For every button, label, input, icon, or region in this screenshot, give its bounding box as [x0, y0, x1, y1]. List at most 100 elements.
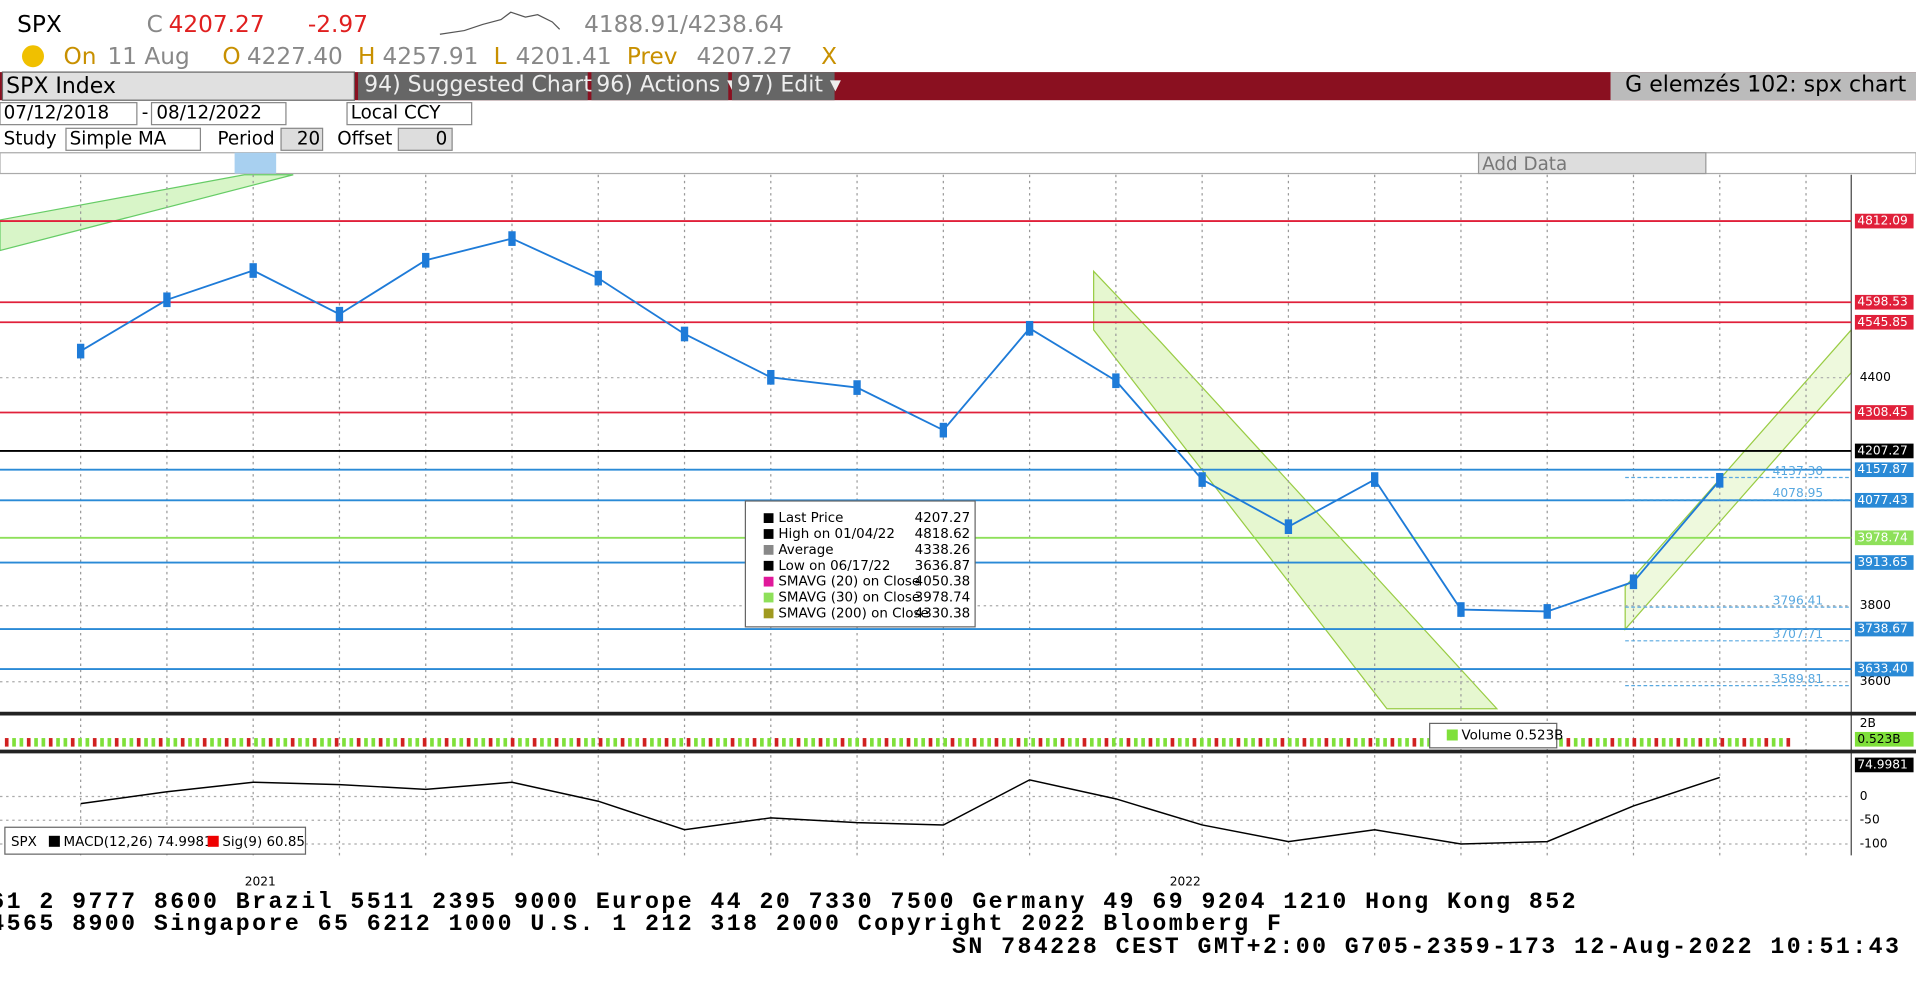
volume-bar — [305, 738, 310, 747]
volume-bar — [312, 738, 317, 747]
macd-line — [80, 776, 1720, 845]
level-box — [1854, 213, 1914, 229]
dropdown[interactable] — [346, 102, 473, 126]
volume-bar — [136, 738, 141, 747]
menu-label: 96) Actions ▾ — [596, 73, 738, 98]
level-label: 4077.43 — [1857, 493, 1907, 507]
volume-bar — [1324, 738, 1329, 747]
security-box[interactable] — [1, 71, 355, 101]
volume-bar — [1280, 738, 1285, 747]
add-data[interactable] — [1477, 152, 1707, 175]
y-tick-label: 4400 — [1860, 370, 1891, 384]
volume-bar — [488, 738, 493, 747]
volume-bar — [202, 738, 207, 747]
volume-bar — [1713, 738, 1717, 747]
x-axis — [0, 861, 1916, 877]
close-button[interactable]: X — [821, 43, 837, 70]
volume-bar — [1097, 738, 1101, 747]
volume-bar — [1786, 738, 1791, 747]
volume-bar — [1639, 738, 1644, 747]
swatch — [48, 835, 60, 847]
level-label: 3913.65 — [1857, 555, 1907, 569]
volume-bar — [848, 738, 852, 747]
volume-bar — [1779, 738, 1783, 747]
dropdown[interactable] — [65, 127, 202, 151]
volume-bar — [78, 738, 82, 747]
volume-bar — [928, 738, 933, 747]
volume-bar — [972, 738, 977, 747]
legend-value: 4207.27 — [915, 511, 971, 526]
volume-bar — [796, 738, 801, 747]
volume-bar — [767, 738, 772, 747]
level-label: 3738.67 — [1857, 622, 1907, 636]
volume-bar — [884, 738, 889, 747]
y-tick-label: 3600 — [1860, 674, 1891, 688]
volume-bar — [70, 738, 75, 747]
volume-bar — [1661, 738, 1666, 747]
volume-bar — [1735, 738, 1739, 747]
level-label: 4157.87 — [1857, 462, 1907, 476]
volume-bar — [364, 738, 368, 747]
volume-bar — [158, 738, 163, 747]
volume-bar — [1676, 738, 1681, 747]
input[interactable] — [0, 102, 138, 126]
volume-bar — [151, 738, 156, 747]
volume-bar — [356, 738, 361, 747]
menu[interactable] — [591, 72, 729, 101]
volume-bar — [180, 738, 185, 747]
volume-bar — [1573, 738, 1578, 747]
volume-bar — [1214, 738, 1219, 747]
volume-bar — [1148, 738, 1153, 747]
volume-bar — [239, 738, 244, 747]
menu-label: 97) Edit ▾ — [737, 73, 841, 98]
volume-bar — [334, 738, 339, 747]
volume-bar — [195, 738, 200, 747]
volume-bar — [1287, 738, 1292, 747]
volume-bar — [232, 738, 236, 747]
volume-bar — [547, 738, 552, 747]
volume-bar — [1727, 738, 1732, 747]
input[interactable] — [150, 102, 287, 126]
volume-bar — [598, 738, 603, 747]
volume-bar — [1258, 738, 1263, 747]
volume-bar — [774, 738, 779, 747]
volume-bar — [444, 738, 449, 747]
legend-label: Last Price — [778, 511, 843, 526]
volume-bar — [1368, 738, 1373, 747]
macd-label: MACD(12,26) 74.9981 — [64, 835, 213, 850]
volume-bar — [525, 738, 530, 747]
swatch — [763, 608, 774, 619]
volume-bar — [987, 738, 991, 747]
volume-bar — [760, 738, 764, 747]
input[interactable] — [397, 127, 453, 151]
volume-bar — [1405, 738, 1409, 747]
volume-bar — [745, 738, 750, 747]
volume-bar — [635, 738, 640, 747]
volume-bar — [371, 738, 376, 747]
volume-bar — [1265, 738, 1270, 747]
volume-bar — [1031, 738, 1035, 747]
volume-bar — [1419, 738, 1424, 747]
legend-value: 4330.38 — [915, 606, 971, 621]
volume-bar — [1060, 738, 1065, 747]
volume-bar — [129, 738, 134, 747]
menu[interactable] — [358, 72, 588, 101]
input[interactable] — [280, 127, 324, 151]
tool[interactable] — [234, 152, 277, 174]
volume-bar — [85, 738, 90, 747]
volume-bar — [532, 738, 537, 747]
volume-bar — [342, 738, 346, 747]
volume-bar — [818, 738, 823, 747]
volume-bar — [606, 738, 610, 747]
last: 4207.27 — [169, 11, 265, 38]
volume-bar — [1207, 738, 1211, 747]
macd-last: 74.9981 — [1857, 757, 1907, 771]
volume-bar — [965, 738, 969, 747]
volume-bar — [1617, 738, 1622, 747]
date: 11 Aug — [108, 43, 190, 70]
level-label: 4308.45 — [1857, 405, 1907, 419]
label: Offset — [337, 128, 392, 149]
menu[interactable] — [731, 72, 835, 101]
volume-bar — [166, 738, 170, 747]
